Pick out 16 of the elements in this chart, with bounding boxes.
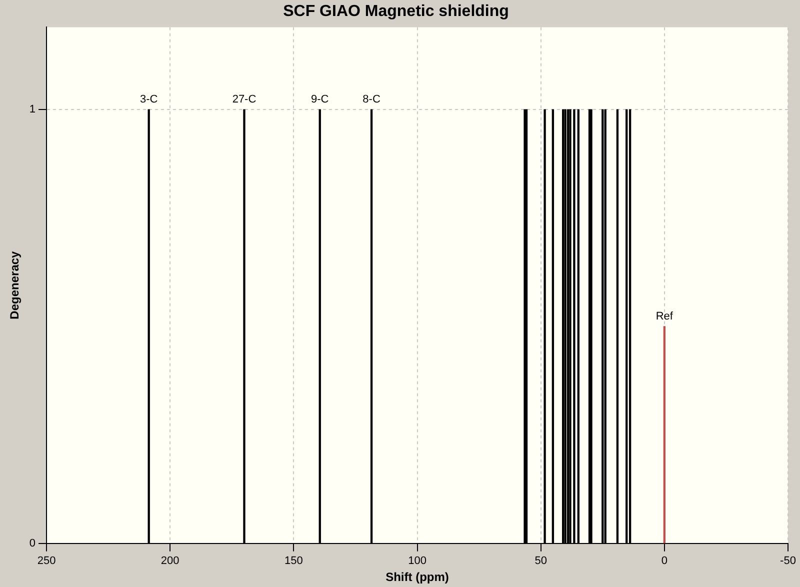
x-tick-label: 100: [408, 555, 426, 568]
x-tick-label: 0: [661, 555, 668, 568]
x-tick-label: 150: [284, 555, 303, 568]
x-tick-label: -50: [780, 555, 796, 568]
x-axis-title: Shift (ppm): [386, 570, 449, 584]
series-label: 9-C: [311, 94, 329, 106]
chart-title: SCF GIAO Magnetic shielding: [283, 3, 509, 20]
series-label: 8-C: [362, 94, 380, 106]
x-tick-label: 50: [534, 555, 547, 568]
series-label: 27-C: [232, 94, 256, 106]
series-label: 3-C: [140, 94, 158, 106]
y-tick-label: 1: [29, 104, 36, 116]
series-label: Ref: [656, 310, 674, 323]
x-tick-label: 200: [160, 555, 180, 568]
x-tick-label: 250: [37, 555, 56, 568]
y-axis-title: Degeneracy: [8, 250, 22, 320]
